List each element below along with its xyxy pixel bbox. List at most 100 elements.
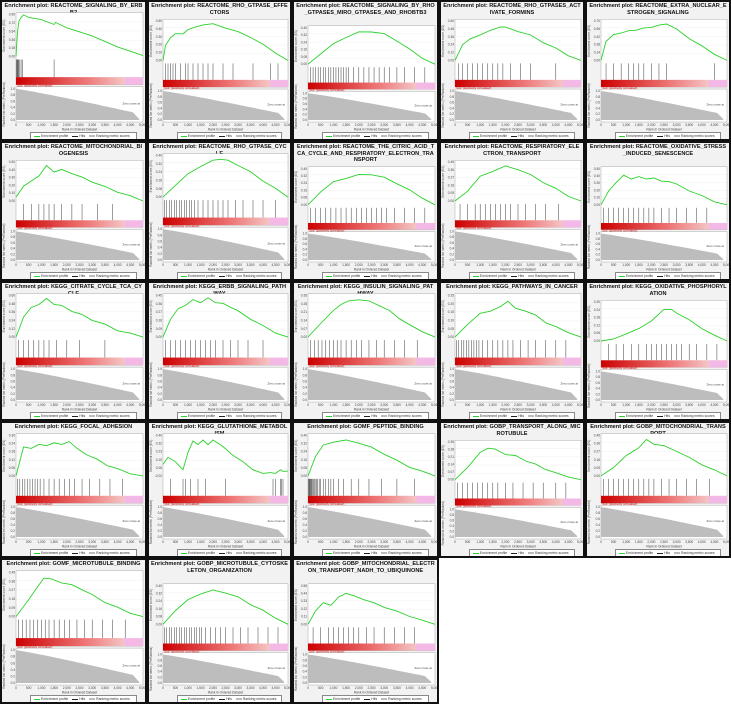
svg-text:1,500: 1,500: [342, 263, 350, 267]
svg-text:0.24: 0.24: [301, 450, 307, 454]
svg-text:3,000: 3,000: [234, 686, 242, 690]
svg-text:0.56: 0.56: [594, 27, 600, 31]
legend-hits: Hits: [364, 551, 377, 555]
legend-enrichment-profile-label: Enrichment profile: [187, 551, 216, 555]
svg-text:0: 0: [600, 263, 602, 267]
svg-text:0.30: 0.30: [594, 300, 600, 304]
svg-text:2,000: 2,000: [209, 263, 217, 267]
x-axis-label: Rank in Ordered Dataset: [500, 268, 535, 272]
ranked-list-gradient-bar: [308, 357, 435, 366]
svg-text:0.40: 0.40: [156, 584, 162, 588]
svg-text:3,500: 3,500: [685, 123, 693, 127]
svg-text:2,000: 2,000: [647, 403, 655, 407]
legend-hits-swatch-icon: [72, 135, 79, 137]
svg-text:0.18: 0.18: [594, 458, 600, 462]
svg-text:0.2: 0.2: [303, 675, 308, 679]
svg-text:0.00: 0.00: [594, 203, 600, 207]
plot-legend: Enrichment profile Hits Ranking metric sco…: [176, 412, 283, 419]
enrichment-plot-svg: 0.000.100.200.300.400.50'pos' (positivel…: [587, 166, 729, 272]
svg-text:0.06: 0.06: [156, 466, 162, 470]
enrichment-plot-svg: 0.00 0.18 0.36 0.54 0.72 0.90 'pos' (positivel…: [2, 12, 145, 132]
es-axis-label: Enrichment score (ES): [587, 306, 591, 338]
metric-axis-label: Ranked list metric (PreRanked): [587, 225, 591, 269]
svg-text:5,000: 5,000: [431, 123, 439, 127]
svg-text:0.36: 0.36: [9, 310, 15, 314]
legend-ranking-metric-swatch-icon: [235, 415, 242, 418]
svg-text:2,500: 2,500: [514, 540, 522, 544]
svg-text:1.0: 1.0: [596, 232, 601, 236]
svg-text:Zero cross at: Zero cross at: [267, 666, 285, 670]
svg-text:1.0: 1.0: [303, 232, 308, 236]
svg-text:0.00: 0.00: [9, 615, 15, 619]
enrichment-plot-panel: Enrichment plot: KEGG_INSULIN_SIGNALING_…: [292, 281, 439, 421]
svg-text:0.20: 0.20: [448, 302, 454, 306]
x-axis-label: Rank in Ordered Dataset: [646, 545, 681, 549]
legend-enrichment-profile-label: Enrichment profile: [40, 697, 69, 701]
svg-text:4,000: 4,000: [698, 263, 706, 267]
svg-text:1,500: 1,500: [50, 540, 58, 544]
es-plot-area: [307, 293, 436, 366]
plot-legend: Enrichment profile Hits Ranking metric sco…: [614, 272, 722, 279]
svg-text:0: 0: [307, 123, 309, 127]
enrichment-profile-line: [162, 23, 289, 61]
metric-axis-label: Ranked list metric (PreRanked): [441, 362, 445, 406]
legend-ranking-metric-swatch-icon: [528, 552, 535, 555]
svg-text:0.36: 0.36: [156, 302, 162, 306]
svg-text:3,000: 3,000: [673, 540, 681, 544]
metric-axis-label: Ranked list metric (PreRanked): [2, 500, 6, 544]
legend-ranking-metric-label: Ranking metric scores: [535, 134, 569, 138]
enrichment-plot-svg: 0.00 0.07 0.14 0.21 0.28 0.35 'pos' (positivel…: [294, 293, 437, 412]
es-axis-label: Enrichment score (ES): [294, 440, 298, 472]
svg-text:0.0: 0.0: [11, 258, 16, 262]
svg-text:0.8: 0.8: [303, 373, 308, 377]
legend-enrichment-profile-swatch-icon: [33, 415, 40, 417]
svg-text:0.2: 0.2: [158, 252, 163, 256]
svg-text:0.00: 0.00: [9, 55, 15, 59]
svg-text:0.6: 0.6: [303, 242, 308, 246]
plot-title: Enrichment plot: REACTOME_MITOCHONDRIAL_…: [4, 144, 143, 157]
svg-text:2,500: 2,500: [368, 263, 376, 267]
svg-text:1,500: 1,500: [489, 403, 497, 407]
legend-enrichment-profile: Enrichment profile: [180, 414, 215, 418]
legend-hits-label: Hits: [226, 414, 232, 418]
svg-text:500: 500: [318, 263, 324, 267]
svg-text:1.0: 1.0: [158, 653, 163, 657]
legend-ranking-metric: Ranking metric scores: [528, 551, 569, 555]
legend-hits-swatch-icon: [511, 552, 518, 554]
ranked-list-gradient-bar: [455, 79, 581, 88]
svg-text:'pos' (positively correlated): 'pos' (positively correlated): [309, 649, 344, 653]
legend-ranking-metric: Ranking metric scores: [381, 697, 422, 701]
legend-enrichment-profile-swatch-icon: [618, 135, 625, 137]
svg-text:0: 0: [454, 403, 456, 407]
svg-text:3,500: 3,500: [247, 540, 255, 544]
legend-enrichment-profile-swatch-icon: [180, 135, 187, 137]
legend-ranking-metric-label: Ranking metric scores: [242, 414, 277, 418]
svg-text:2,000: 2,000: [501, 403, 509, 407]
es-axis-label: Enrichment score (ES): [149, 589, 153, 621]
svg-text:0.12: 0.12: [9, 458, 15, 462]
legend-enrichment-profile-swatch-icon: [180, 698, 187, 700]
plot-legend: Enrichment profile Hits Ranking metric sco…: [468, 132, 576, 139]
svg-text:0.24: 0.24: [594, 308, 600, 312]
svg-text:0.8: 0.8: [596, 375, 601, 379]
svg-text:4,000: 4,000: [259, 403, 267, 407]
legend-ranking-metric: Ranking metric scores: [235, 414, 277, 418]
svg-text:0.32: 0.32: [156, 162, 162, 166]
svg-text:0.16: 0.16: [301, 458, 307, 462]
svg-text:1,000: 1,000: [476, 263, 484, 267]
svg-text:Zero cross at: Zero cross at: [267, 519, 285, 523]
svg-text:0: 0: [15, 263, 17, 267]
legend-enrichment-profile: Enrichment profile: [325, 697, 360, 701]
ranked-list-gradient-bar: [455, 357, 581, 366]
legend-enrichment-profile-swatch-icon: [325, 415, 332, 417]
legend-hits-swatch-icon: [72, 275, 79, 277]
ranked-list-gradient-bar: [16, 357, 143, 366]
svg-text:2,500: 2,500: [222, 123, 230, 127]
svg-text:4,000: 4,000: [114, 403, 122, 407]
svg-text:Zero cross at: Zero cross at: [414, 104, 432, 108]
svg-text:0.8: 0.8: [158, 658, 163, 662]
svg-text:4,500: 4,500: [272, 540, 280, 544]
svg-text:'pos' (positively correlated): 'pos' (positively correlated): [602, 502, 637, 506]
svg-text:500: 500: [465, 540, 471, 544]
legend-ranking-metric-label: Ranking metric scores: [96, 551, 130, 555]
